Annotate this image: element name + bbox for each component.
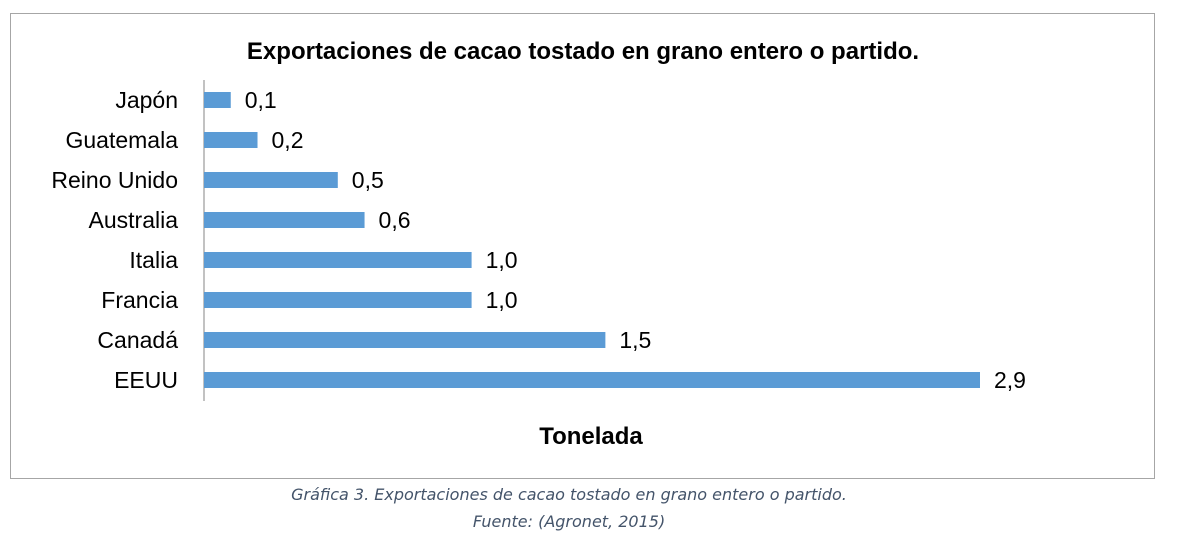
bar (204, 332, 606, 348)
value-label: 0,5 (352, 167, 384, 193)
chart-title: Exportaciones de cacao tostado en grano … (247, 38, 919, 65)
category-label: Guatemala (65, 127, 178, 153)
value-label: 0,6 (379, 207, 411, 233)
bar (204, 252, 472, 268)
category-label: Reino Unido (51, 167, 178, 193)
chart-frame (10, 13, 1155, 479)
value-label: 0,1 (245, 87, 277, 113)
bar (204, 372, 980, 388)
x-axis-label: Tonelada (539, 423, 643, 450)
bar (204, 132, 258, 148)
bar (204, 292, 472, 308)
bar (204, 212, 365, 228)
category-label: Francia (101, 287, 178, 313)
value-label: 1,5 (619, 327, 651, 353)
bar-chart: Exportaciones de cacao tostado en grano … (51, 38, 1026, 450)
bar (204, 92, 231, 108)
value-label: 0,2 (272, 127, 304, 153)
bar (204, 172, 338, 188)
category-label: Japón (115, 87, 178, 113)
bars-group (204, 92, 980, 388)
category-label: Canadá (97, 327, 178, 353)
value-label: 1,0 (486, 247, 518, 273)
value-label: 1,0 (486, 287, 518, 313)
category-label: Australia (89, 207, 179, 233)
figure-source: Fuente: (Agronet, 2015) (472, 512, 666, 531)
value-label: 2,9 (994, 367, 1026, 393)
figure-caption: Gráfica 3. Exportaciones de cacao tostad… (291, 485, 847, 504)
category-label: Italia (129, 247, 178, 273)
category-label: EEUU (114, 367, 178, 393)
value-labels: 0,1 0,2 0,5 0,6 1,0 1,0 1,5 2,9 (245, 87, 1026, 393)
category-labels: Japón Guatemala Reino Unido Australia Italia… (51, 87, 178, 393)
